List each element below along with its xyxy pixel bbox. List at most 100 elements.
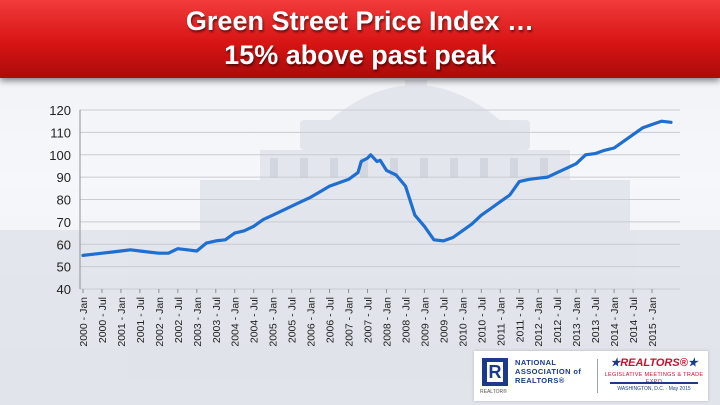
realtor-r-logo: R xyxy=(482,358,508,386)
x-tick-label: 2009 - Jan xyxy=(419,297,431,347)
data-point xyxy=(489,207,493,210)
x-tick-label: 2013 - Jan xyxy=(571,297,583,347)
data-point xyxy=(641,126,644,130)
x-tick-label: 2011 - Jan xyxy=(495,297,507,346)
x-tick-label: 2010 - Jul xyxy=(476,297,488,343)
data-point xyxy=(290,205,293,208)
star-icon: ★ xyxy=(687,357,698,369)
index-series-line xyxy=(81,119,673,257)
data-point xyxy=(404,184,407,188)
data-point xyxy=(176,247,180,250)
y-tick-label: 40 xyxy=(57,282,71,297)
title-banner: Green Street Price Index … 15% above pas… xyxy=(0,0,720,78)
data-point xyxy=(347,178,350,181)
x-tick-label: 2014 - Jan xyxy=(609,297,621,347)
y-axis-ticks: 40 50 60 70 80 90 100 110 120 xyxy=(49,103,71,297)
x-tick-label: 2002 - Jan xyxy=(154,297,166,347)
data-point xyxy=(110,250,113,254)
data-point xyxy=(299,200,303,203)
data-point xyxy=(167,252,170,255)
data-point xyxy=(442,239,445,243)
x-tick-label: 2003 - Jul xyxy=(211,297,223,343)
x-tick-label: 2009 - Jul xyxy=(438,297,450,343)
x-tick-label: 2002 - Jul xyxy=(173,297,185,343)
data-point xyxy=(527,178,530,181)
data-point xyxy=(91,253,94,256)
x-tick-label: 2004 - Jan xyxy=(230,297,242,347)
data-point xyxy=(499,200,502,203)
data-point xyxy=(148,250,151,254)
x-tick-label: 2005 - Jan xyxy=(268,297,280,347)
data-point xyxy=(593,152,597,155)
gridlines xyxy=(79,109,680,290)
data-point xyxy=(480,213,483,217)
data-point xyxy=(660,119,663,123)
data-point xyxy=(233,231,236,235)
data-point xyxy=(508,193,511,197)
data-point xyxy=(378,159,382,162)
data-point xyxy=(451,236,455,239)
x-tick-label: 2007 - Jul xyxy=(363,297,375,343)
page-subtitle: 15% above past peak xyxy=(224,40,496,70)
data-point xyxy=(119,249,123,253)
data-point xyxy=(555,171,559,174)
x-tick-label: 2012 - Jul xyxy=(552,297,564,343)
data-point xyxy=(461,229,464,233)
data-point xyxy=(205,241,208,245)
data-point xyxy=(432,238,436,241)
x-tick-label: 2011 - Jul xyxy=(514,297,526,342)
data-point xyxy=(280,209,284,212)
data-point xyxy=(252,225,255,228)
y-tick-label: 100 xyxy=(49,148,71,163)
x-tick-label: 2008 - Jul xyxy=(400,297,412,343)
data-point xyxy=(271,213,274,217)
x-tick-label: 2012 - Jan xyxy=(533,297,545,347)
x-tick-label: 2003 - Jan xyxy=(192,297,204,347)
data-point xyxy=(100,252,104,255)
x-tick-label: 2013 - Jul xyxy=(590,297,602,343)
data-point xyxy=(243,229,246,233)
y-tick-label: 90 xyxy=(57,170,71,185)
data-point xyxy=(224,238,227,241)
data-point xyxy=(309,196,312,199)
x-tick-label: 2006 - Jan xyxy=(306,297,318,347)
data-point xyxy=(186,248,189,252)
data-point xyxy=(622,140,625,143)
data-point xyxy=(537,177,540,180)
realtor-r-caption: REALTOR® xyxy=(480,389,507,395)
data-point xyxy=(359,160,363,163)
data-point xyxy=(129,248,132,252)
data-point xyxy=(328,184,331,188)
data-point xyxy=(356,171,360,174)
data-point xyxy=(337,181,341,184)
data-point xyxy=(650,123,654,126)
data-point xyxy=(565,166,568,170)
data-point xyxy=(375,160,379,163)
x-tick-label: 2010 - Jan xyxy=(457,297,469,347)
nar-logo-panel: R REALTOR® NATIONAL ASSOCIATION of REALT… xyxy=(474,351,708,401)
data-point xyxy=(157,252,161,255)
data-point xyxy=(369,153,372,156)
x-tick-label: 2001 - Jul xyxy=(135,297,147,343)
data-point xyxy=(631,133,635,136)
star-icon: ★ xyxy=(610,357,621,369)
x-tick-label: 2005 - Jul xyxy=(287,297,299,343)
realtors-event-logo: ★REALTORS®★ xyxy=(610,357,698,369)
x-tick-label: 2000 - Jan xyxy=(78,297,90,347)
x-tick-label: 2004 - Jul xyxy=(249,297,261,343)
data-point xyxy=(584,153,587,156)
series-layer xyxy=(81,119,673,257)
y-tick-label: 80 xyxy=(57,193,71,208)
data-point xyxy=(138,249,142,253)
data-point xyxy=(394,173,398,177)
data-point xyxy=(612,146,616,150)
x-tick-label: 2014 - Jul xyxy=(628,297,640,343)
data-point xyxy=(318,190,322,193)
event-rule xyxy=(610,382,698,384)
x-tick-label: 2000 - Jul xyxy=(97,297,109,343)
data-point xyxy=(470,222,474,226)
data-point xyxy=(669,121,673,124)
data-point xyxy=(195,249,199,253)
nar-wordmark: NATIONAL ASSOCIATION of REALTORS® xyxy=(515,358,582,385)
